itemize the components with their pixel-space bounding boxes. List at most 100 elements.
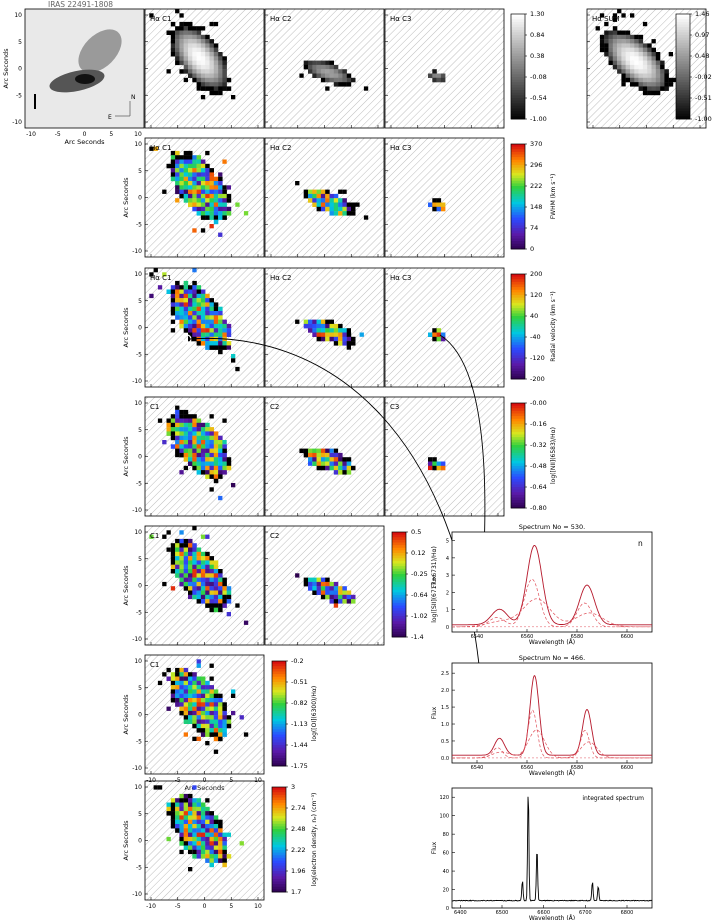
row5-colorbar-swatch xyxy=(392,616,406,620)
map-row5-c1-pixel xyxy=(188,581,193,587)
map-row6-c1-pixel xyxy=(200,719,206,724)
map-row2-c1-pixel xyxy=(196,202,202,207)
map-row3-c1-pixel xyxy=(218,328,223,333)
map-row1-c1-outlier-pixel xyxy=(179,13,184,18)
map-row2-c2-pixel xyxy=(303,189,309,195)
map-row7-c1-pixel xyxy=(196,854,202,859)
map-row1-c1-outlier-pixel xyxy=(213,21,219,27)
map-row2-c1-pixel xyxy=(205,215,210,220)
row3-colorbar-tick-label: 120 xyxy=(530,291,542,299)
map-row5-c1-pixel xyxy=(222,586,227,591)
map-row2-c2-pixel xyxy=(320,198,326,203)
map-row7-c1-pixel xyxy=(213,836,219,842)
map-row1-c1-pixel xyxy=(188,64,193,70)
map-row6-c1-pixel xyxy=(200,689,206,694)
map-row4-c1-pixel xyxy=(183,435,189,441)
map-row4-c2-pixel xyxy=(333,470,339,475)
map-row1-sum-outlier-pixel xyxy=(612,13,618,18)
map-row3-c2-pixel xyxy=(329,319,334,325)
row5-colorbar-swatch xyxy=(392,532,406,536)
map-row3-c2-pixel xyxy=(303,323,309,329)
map-row6-c1-pixel xyxy=(188,689,193,694)
map-row1-sum-pixel xyxy=(660,60,665,66)
map-row2-c1-pixel xyxy=(213,206,219,212)
row7-colorbar-swatch xyxy=(272,850,286,854)
map-row4-c1-pixel xyxy=(192,440,197,445)
row1-colorbar-sum-swatch xyxy=(676,32,690,36)
spectrum-1-ylabel: Flux xyxy=(431,575,438,588)
row4-colorbar-tick-label: -0.48 xyxy=(530,462,547,470)
map-row7-c1-pixel xyxy=(179,806,184,812)
map-row2-c1-pixel xyxy=(205,206,210,212)
map-row6-c1-pixel xyxy=(183,680,189,686)
map-row5-c1-pixel xyxy=(188,547,193,552)
row1-colorbar-tick-label: -1.00 xyxy=(530,115,547,123)
map-row1-c1-pixel xyxy=(170,47,176,53)
map-row5-c2-pixel xyxy=(308,586,313,591)
map-row1-c2-pixel xyxy=(303,60,309,66)
map-row1-sum-pixel xyxy=(651,47,656,53)
map-row2-c1-pixel xyxy=(179,189,184,195)
map-row3-c2-pixel xyxy=(316,319,322,325)
map-row1-c1-pixel xyxy=(179,39,184,44)
row2-y-axis-tick-label: -5 xyxy=(136,221,142,228)
map-row7-c1-outlier-pixel xyxy=(239,841,244,846)
map-row7-c1-pixel xyxy=(209,845,214,850)
map-row4-c2-pixel xyxy=(346,457,352,462)
map-row6-c1-pixel xyxy=(170,672,176,677)
map-row5-c1-pixel xyxy=(196,573,202,578)
map-row3-c1-pixel xyxy=(205,336,210,342)
map-row2-c2-pixel xyxy=(312,189,317,195)
map-row7-c1-pixel xyxy=(188,832,193,838)
map-row1-sum-pixel xyxy=(642,86,648,91)
row7-colorbar-swatch xyxy=(272,836,286,840)
map-row1-c1-pixel xyxy=(222,82,227,87)
row2-colorbar-tick-label: 296 xyxy=(530,161,542,169)
map-row1-c2-pixel xyxy=(342,69,347,74)
map-row1-c1-pixel xyxy=(213,86,219,91)
spectrum-3-y-tick-label: 40 xyxy=(443,869,449,875)
map-row4-c1-pixel xyxy=(196,465,202,471)
map-row1-sum-pixel xyxy=(647,90,652,96)
row2-panel-title: Hα C2 xyxy=(270,144,291,152)
map-row4-c1-pixel xyxy=(205,431,210,436)
row1-colorbar-swatch xyxy=(511,103,525,107)
map-row5-c1-pixel xyxy=(196,556,202,561)
map-row3-c1-pixel xyxy=(205,319,210,325)
row7-colorbar-swatch xyxy=(272,886,286,890)
map-row1-sum-pixel xyxy=(604,39,609,44)
map-row5-c1-pixel xyxy=(209,577,214,583)
map-row6-c1-pixel xyxy=(209,719,214,724)
map-row5-c1-pixel xyxy=(183,577,189,583)
map-row4-c1-pixel xyxy=(222,452,227,458)
map-row6-c1-pixel xyxy=(205,680,210,686)
map-row6-c1-pixel xyxy=(200,676,206,681)
map-row6-c1-pixel xyxy=(179,672,184,677)
map-row5-c2-pixel xyxy=(325,590,330,595)
map-row7-c1-pixel xyxy=(175,798,180,803)
map-row1-sum-pixel xyxy=(638,86,644,91)
map-row5-c2-pixel xyxy=(329,594,334,600)
map-row1-sum-outlier-pixel xyxy=(599,13,605,18)
map-row6-c1-pixel xyxy=(170,685,176,690)
map-row7-c1-pixel xyxy=(213,815,219,820)
spectrum-2-ylabel: Flux xyxy=(431,706,438,719)
map-row6-c1-pixel xyxy=(205,728,210,733)
row1-colorbar-sum-swatch xyxy=(676,29,690,33)
map-row7-c1-pixel xyxy=(183,824,189,829)
map-row3-c1-pixel xyxy=(188,332,193,337)
map-row3-c1-pixel xyxy=(188,306,193,312)
map-row2-c1-pixel xyxy=(205,168,210,173)
map-row1-sum-pixel xyxy=(621,52,626,57)
row1-colorbar-sum-swatch xyxy=(676,108,690,112)
map-row2-c1-pixel xyxy=(218,206,223,212)
map-row4-c1-pixel xyxy=(200,461,206,466)
map-row3-c1-pixel xyxy=(192,323,197,329)
row7-colorbar-swatch xyxy=(272,792,286,796)
map-row2-c1-pixel xyxy=(170,150,176,156)
row7-colorbar-swatch xyxy=(272,842,286,846)
map-row1-sum-pixel xyxy=(608,43,613,48)
map-row7-c1-pixel xyxy=(213,845,219,850)
map-row7-c1-pixel xyxy=(183,815,189,820)
row1-colorbar-sum-swatch xyxy=(676,90,690,94)
